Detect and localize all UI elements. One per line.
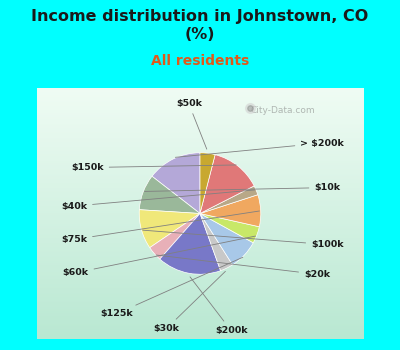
Text: > $200k: > $200k bbox=[175, 139, 344, 157]
Wedge shape bbox=[200, 214, 232, 271]
Text: $10k: $10k bbox=[144, 183, 340, 192]
Wedge shape bbox=[150, 214, 200, 259]
Wedge shape bbox=[200, 153, 215, 214]
Text: $40k: $40k bbox=[61, 190, 255, 211]
Text: Income distribution in Johnstown, CO
(%): Income distribution in Johnstown, CO (%) bbox=[31, 9, 369, 42]
Text: $20k: $20k bbox=[156, 255, 330, 279]
Text: City-Data.com: City-Data.com bbox=[250, 106, 315, 115]
Wedge shape bbox=[200, 214, 259, 243]
Text: $60k: $60k bbox=[62, 236, 256, 277]
Text: $50k: $50k bbox=[176, 99, 207, 149]
Text: $30k: $30k bbox=[154, 271, 225, 333]
Wedge shape bbox=[200, 195, 261, 227]
Wedge shape bbox=[200, 155, 254, 214]
Text: $100k: $100k bbox=[143, 230, 344, 249]
Wedge shape bbox=[152, 153, 200, 214]
Wedge shape bbox=[139, 210, 200, 248]
Text: $125k: $125k bbox=[101, 257, 243, 318]
Text: $150k: $150k bbox=[71, 163, 236, 172]
Wedge shape bbox=[160, 214, 220, 274]
Text: $75k: $75k bbox=[61, 211, 260, 244]
Text: $200k: $200k bbox=[190, 277, 248, 335]
Text: All residents: All residents bbox=[151, 54, 249, 68]
Wedge shape bbox=[139, 176, 200, 214]
Wedge shape bbox=[200, 186, 258, 214]
Wedge shape bbox=[200, 214, 253, 265]
